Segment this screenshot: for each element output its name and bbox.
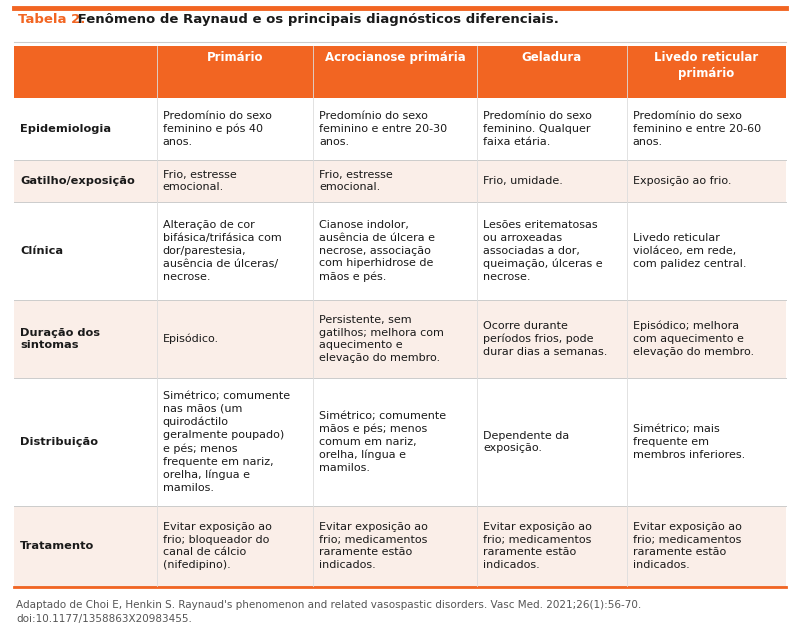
Text: Evitar exposição ao
frio; medicamentos
raramente estão
indicados.: Evitar exposição ao frio; medicamentos r… [319, 522, 428, 570]
Text: Tratamento: Tratamento [20, 541, 94, 551]
Text: Adaptado de Choi E, Henkin S. Raynaud's phenomenon and related vasospastic disor: Adaptado de Choi E, Henkin S. Raynaud's … [16, 600, 642, 624]
Text: Epidemiologia: Epidemiologia [20, 124, 111, 134]
Text: Duração dos
sintomas: Duração dos sintomas [20, 327, 100, 350]
Text: Episódico; melhora
com aquecimento e
elevação do membro.: Episódico; melhora com aquecimento e ele… [633, 321, 754, 357]
Text: Dependente da
exposição.: Dependente da exposição. [483, 431, 570, 454]
Text: Simétrico; comumente
mãos e pés; menos
comum em nariz,
orelha, língua e
mamilos.: Simétrico; comumente mãos e pés; menos c… [319, 411, 446, 473]
Text: Persistente, sem
gatilhos; melhora com
aquecimento e
elevação do membro.: Persistente, sem gatilhos; melhora com a… [319, 315, 444, 363]
Bar [14, 160, 786, 202]
Text: Frio, umidade.: Frio, umidade. [483, 176, 563, 186]
Text: Simétrico; mais
frequente em
membros inferiores.: Simétrico; mais frequente em membros inf… [633, 424, 745, 460]
Text: Distribuição: Distribuição [20, 437, 98, 447]
Bar [14, 202, 786, 300]
Text: Frio, estresse
emocional.: Frio, estresse emocional. [319, 169, 393, 192]
Text: Livedo reticular
violáceo, em rede,
com palidez central.: Livedo reticular violáceo, em rede, com … [633, 233, 746, 269]
Text: Simétrico; comumente
nas mãos (um
quirodáctilo
geralmente poupado)
e pés; menos
: Simétrico; comumente nas mãos (um quirod… [163, 391, 290, 493]
Text: Predomínio do sexo
feminino. Qualquer
faixa etária.: Predomínio do sexo feminino. Qualquer fa… [483, 111, 592, 147]
Bar [14, 300, 786, 378]
Bar [14, 378, 786, 506]
Text: Cianose indolor,
ausência de úlcera e
necrose, associação
com hiperhidrose de
mã: Cianose indolor, ausência de úlcera e ne… [319, 220, 435, 282]
Text: Geladura: Geladura [522, 51, 582, 64]
Text: Exposição ao frio.: Exposição ao frio. [633, 176, 731, 186]
Bar [14, 506, 786, 586]
Text: Acrocianose primária: Acrocianose primária [325, 51, 466, 64]
Text: Alteração de cor
bifásica/trifásica com
dor/parestesia,
ausência de úlceras/
nec: Alteração de cor bifásica/trifásica com … [163, 220, 282, 282]
Text: Lesões eritematosas
ou arroxeadas
associadas a dor,
queimação, úlceras e
necrose: Lesões eritematosas ou arroxeadas associ… [483, 220, 603, 282]
Text: Predomínio do sexo
feminino e pós 40
anos.: Predomínio do sexo feminino e pós 40 ano… [163, 111, 272, 147]
Text: Evitar exposição ao
frio; medicamentos
raramente estão
indicados.: Evitar exposição ao frio; medicamentos r… [483, 522, 592, 570]
Text: Livedo reticular
primário: Livedo reticular primário [654, 51, 758, 80]
Text: Clínica: Clínica [20, 246, 63, 256]
Bar [14, 46, 786, 98]
Text: Evitar exposição ao
frio; bloqueador do
canal de cálcio
(nifedipino).: Evitar exposição ao frio; bloqueador do … [163, 522, 272, 570]
Text: Ocorre durante
períodos frios, pode
durar dias a semanas.: Ocorre durante períodos frios, pode dura… [483, 321, 607, 357]
Text: Tabela 2.: Tabela 2. [18, 13, 86, 26]
Text: Evitar exposição ao
frio; medicamentos
raramente estão
indicados.: Evitar exposição ao frio; medicamentos r… [633, 522, 742, 570]
Text: Frio, estresse
emocional.: Frio, estresse emocional. [163, 169, 237, 192]
Text: Primário: Primário [206, 51, 263, 64]
Text: Fenômeno de Raynaud e os principais diagnósticos diferenciais.: Fenômeno de Raynaud e os principais diag… [73, 13, 559, 26]
Text: Gatilho/exposição: Gatilho/exposição [20, 176, 134, 186]
Text: Episódico.: Episódico. [163, 334, 219, 344]
Bar [14, 98, 786, 160]
Text: Predomínio do sexo
feminino e entre 20-60
anos.: Predomínio do sexo feminino e entre 20-6… [633, 111, 761, 147]
Text: Predomínio do sexo
feminino e entre 20-30
anos.: Predomínio do sexo feminino e entre 20-3… [319, 111, 447, 147]
